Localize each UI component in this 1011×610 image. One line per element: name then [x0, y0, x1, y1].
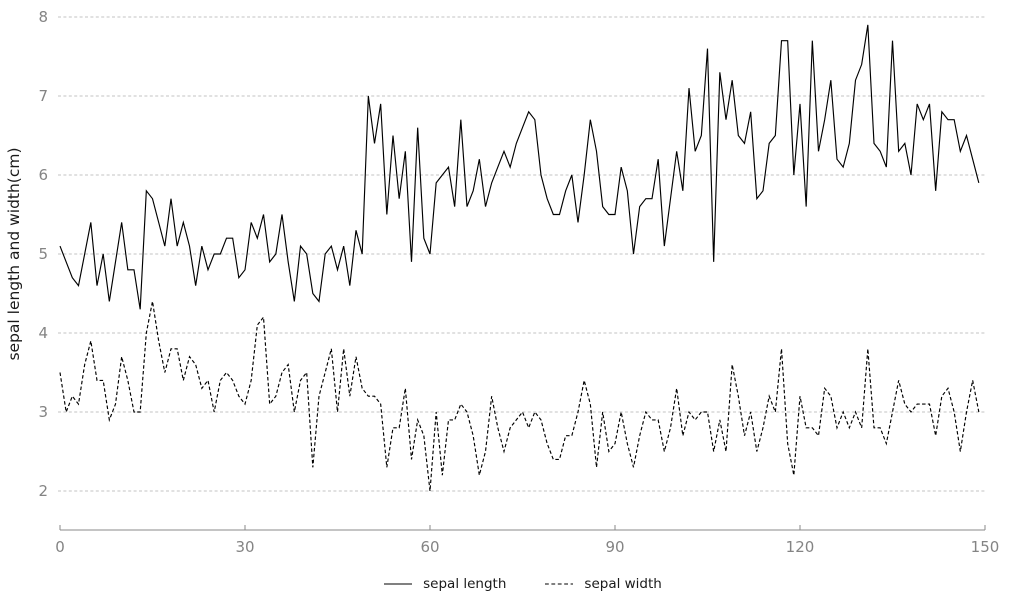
x-tick-label-120: 120: [785, 538, 815, 556]
x-tick-label-0: 0: [55, 538, 65, 556]
y-tick-label-4: 4: [38, 324, 48, 342]
legend-label-sepal-width: sepal width: [584, 576, 662, 592]
y-tick-label-8: 8: [38, 8, 48, 26]
y-tick-label-6: 6: [38, 166, 48, 184]
legend: sepal length sepal width: [60, 576, 985, 592]
legend-line-solid-icon: [384, 583, 413, 585]
x-tick-label-150: 150: [970, 538, 1000, 556]
y-tick-label-3: 3: [38, 403, 48, 421]
legend-item-sepal-length: sepal length: [383, 576, 506, 592]
legend-line-dashed-icon: [545, 583, 574, 585]
legend-label-sepal-length: sepal length: [423, 576, 507, 592]
y-tick-label-5: 5: [38, 245, 48, 263]
x-tick-label-30: 30: [235, 538, 255, 556]
x-tick-label-60: 60: [420, 538, 440, 556]
series-line-sepal-length: [59, 24, 980, 310]
y-tick-label-7: 7: [38, 87, 48, 105]
y-tick-label-2: 2: [38, 482, 48, 500]
legend-item-sepal-width: sepal width: [544, 576, 662, 592]
series-line-sepal-width: [59, 301, 980, 492]
x-tick-label-90: 90: [605, 538, 625, 556]
